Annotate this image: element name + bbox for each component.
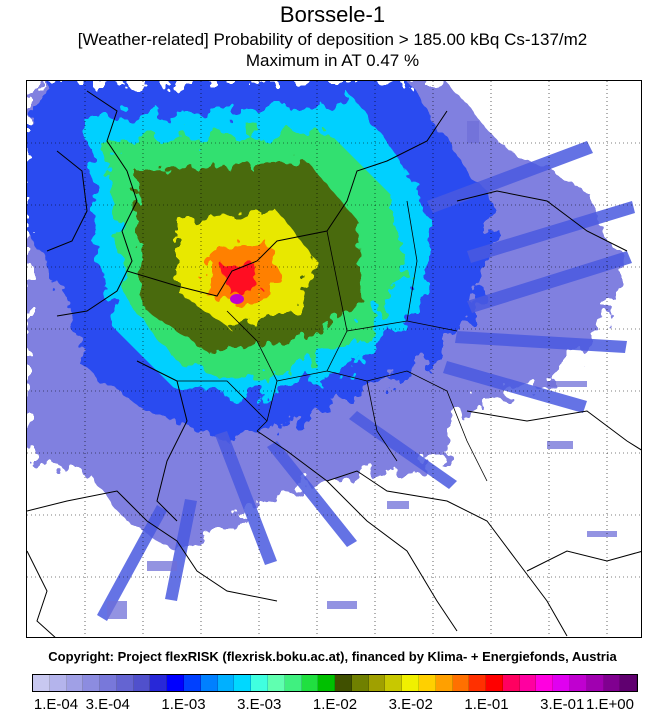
coastlines <box>27 90 641 637</box>
graticule <box>27 81 641 637</box>
color-scale-swatch <box>167 675 185 691</box>
color-scale-tick-label: 1.E-01 <box>464 696 509 713</box>
color-scale-swatch <box>116 675 134 691</box>
color-scale-swatch <box>469 675 487 691</box>
color-scale-swatch <box>486 675 503 691</box>
color-scale-tick-label: 1.E-04 <box>33 696 79 713</box>
color-scale-swatch <box>435 675 453 691</box>
color-scale-swatch <box>620 675 638 691</box>
color-scale-swatch <box>133 675 151 691</box>
color-scale-swatch <box>603 675 621 691</box>
color-scale-swatch <box>301 675 319 691</box>
color-scale-swatch <box>200 675 218 691</box>
color-scale-swatch <box>335 675 352 691</box>
country-borders <box>177 200 488 482</box>
color-scale-swatch <box>66 675 84 691</box>
color-scale-swatch <box>570 675 587 691</box>
color-scale-swatch <box>251 675 268 691</box>
maximum-label: Maximum in AT 0.47 % <box>245 51 420 70</box>
color-scale-swatch <box>100 675 117 691</box>
color-scale-swatch <box>184 675 201 691</box>
color-scale-swatch <box>553 675 570 691</box>
color-scale-swatch <box>49 675 67 691</box>
deposition-map <box>26 80 642 638</box>
color-scale-swatch <box>402 675 419 691</box>
color-scale-ticks: 1.E-04 3.E-04 1.E-03 3.E-03 1.E-02 3.E-02 1.E-… <box>0 696 665 716</box>
color-scale-swatch <box>150 675 168 691</box>
color-scale-tick-label: 3.E-01 <box>540 696 585 713</box>
color-scale-swatch <box>418 675 436 691</box>
color-scale-bar <box>32 674 638 692</box>
color-scale-tick-label: 1.E+00 <box>586 696 634 713</box>
map-title: Borssele-1 <box>279 2 386 27</box>
map-canvas <box>27 81 641 637</box>
color-scale-tick-label: 1.E-03 <box>161 696 206 713</box>
color-scale-swatch <box>217 675 235 691</box>
color-scale-swatch <box>318 675 336 691</box>
map-subtitle: [Weather-related] Probability of deposit… <box>77 30 588 49</box>
color-scale-swatch <box>284 675 302 691</box>
color-scale-tick-label: 1.E-02 <box>312 696 358 713</box>
color-scale-tick-label: 3.E-04 <box>85 696 130 713</box>
color-scale-tick-label: 3.E-02 <box>388 696 433 713</box>
color-scale-swatch <box>385 675 403 691</box>
color-scale-swatch <box>83 675 101 691</box>
color-scale-swatch <box>536 675 554 691</box>
color-scale-swatch <box>267 675 285 691</box>
color-scale-swatch <box>519 675 537 691</box>
color-scale-tick-label: 3.E-03 <box>237 696 282 713</box>
scattered-patches <box>107 121 617 619</box>
color-scale-swatch <box>368 675 386 691</box>
color-scale-swatch <box>33 675 50 691</box>
color-scale-swatch <box>234 675 252 691</box>
source-maximum-spot <box>230 294 244 304</box>
plume-layers <box>27 81 635 621</box>
plume-level-3e-1 <box>222 261 259 296</box>
plume-streaks <box>97 141 635 621</box>
color-scale-swatch <box>351 675 369 691</box>
color-scale-swatch <box>452 675 470 691</box>
color-scale-swatch <box>502 675 520 691</box>
copyright-notice: Copyright: Project flexRISK (flexrisk.bo… <box>48 649 617 664</box>
color-scale-swatch <box>586 675 604 691</box>
